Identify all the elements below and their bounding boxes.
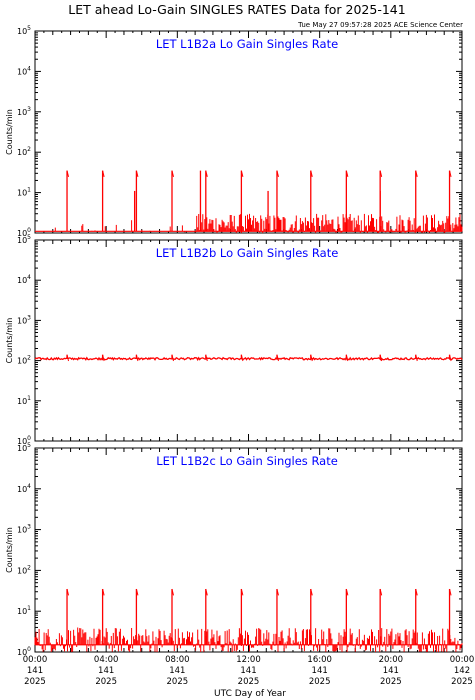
x-tick-label-doy: 141 bbox=[383, 666, 399, 676]
x-tick-label-year: 2025 bbox=[167, 677, 189, 687]
y-axis-label: Counts/min bbox=[5, 527, 14, 573]
series-trace bbox=[35, 170, 463, 233]
panel-title: LET L1B2b Lo Gain Singles Rate bbox=[156, 246, 339, 260]
series-spike-cap bbox=[240, 170, 244, 177]
series-spike-cap bbox=[276, 354, 279, 362]
y-tick-label: 102 bbox=[17, 564, 31, 575]
series-spike-cap bbox=[66, 354, 70, 362]
y-axis-label: Counts/min bbox=[5, 109, 14, 155]
series-spike-cap bbox=[171, 170, 174, 177]
panel-frame bbox=[34, 447, 463, 653]
series-spike-cap bbox=[102, 588, 105, 596]
series-spike-cap bbox=[240, 354, 244, 362]
y-tick-label: 105 bbox=[17, 442, 31, 453]
x-tick-label-time: 00:00 bbox=[23, 655, 48, 665]
y-tick-label: 104 bbox=[17, 483, 31, 494]
y-tick-label: 102 bbox=[17, 355, 31, 366]
timestamp: Tue May 27 09:57:28 2025 ACE Science Cen… bbox=[297, 21, 463, 29]
main-title: LET ahead Lo-Gain SINGLES RATES Data for… bbox=[68, 2, 405, 17]
y-tick-label: 104 bbox=[17, 65, 31, 76]
x-axis: 00:00141202504:00141202508:00141202512:0… bbox=[23, 655, 475, 687]
y-tick-label: 100 bbox=[17, 227, 31, 238]
x-tick-label-doy: 141 bbox=[27, 666, 43, 676]
series-spike-cap bbox=[205, 354, 208, 362]
series-spike-cap bbox=[345, 354, 349, 362]
y-tick-label: 105 bbox=[17, 25, 31, 36]
series-spike-cap bbox=[310, 588, 313, 596]
series-trace bbox=[34, 588, 463, 652]
series-spike-cap bbox=[171, 588, 174, 596]
x-axis-label: UTC Day of Year bbox=[214, 689, 286, 699]
y-axis-label: Counts/min bbox=[5, 318, 14, 364]
series-spike-cap bbox=[379, 588, 383, 596]
x-tick-label-time: 20:00 bbox=[379, 655, 404, 665]
series-spike-cap bbox=[379, 170, 383, 177]
panel-frame bbox=[34, 30, 463, 234]
series-spike-cap bbox=[135, 354, 139, 362]
x-tick-label-year: 2025 bbox=[380, 677, 402, 687]
y-tick-label: 104 bbox=[17, 274, 31, 285]
series-spike-cap bbox=[415, 170, 418, 177]
series-spike-cap bbox=[379, 354, 383, 362]
panel-1: 100 101 102 103 104 105 Counts/min LET L1B2a Lo… bbox=[5, 25, 463, 238]
y-tick-label: 101 bbox=[17, 395, 31, 406]
y-tick-label: 105 bbox=[17, 234, 31, 245]
x-tick-label-time: 12:00 bbox=[236, 655, 261, 665]
x-tick-label-year: 2025 bbox=[309, 677, 331, 687]
panel-title: LET L1B2c Lo Gain Singles Rate bbox=[156, 454, 338, 468]
x-tick-label-time: 08:00 bbox=[165, 655, 190, 665]
series-spike-cap bbox=[205, 588, 208, 596]
series-spike-cap bbox=[345, 588, 349, 596]
series-spike-cap bbox=[415, 354, 418, 362]
series-spike-cap bbox=[449, 588, 452, 596]
x-tick-label-doy: 141 bbox=[169, 666, 185, 676]
y-tick-label: 101 bbox=[17, 187, 31, 198]
panels: 100 101 102 103 104 105 Counts/min LET L1B2a Lo… bbox=[5, 25, 463, 657]
y-tick-label: 103 bbox=[17, 106, 31, 117]
series-spike-cap bbox=[449, 170, 452, 177]
panel-frame bbox=[34, 239, 463, 442]
y-tick-label: 101 bbox=[17, 605, 31, 616]
panel-title: LET L1B2a Lo Gain Singles Rate bbox=[156, 37, 338, 51]
y-tick-label: 103 bbox=[17, 314, 31, 325]
x-tick-label-doy: 141 bbox=[240, 666, 256, 676]
series-spike-cap bbox=[171, 354, 174, 362]
series-spike-cap bbox=[66, 170, 70, 177]
series-spike-cap bbox=[205, 170, 208, 177]
x-tick-label-time: 04:00 bbox=[94, 655, 119, 665]
series-spike-cap bbox=[102, 170, 105, 177]
series-trace bbox=[34, 354, 463, 362]
x-tick-label-doy: 142 bbox=[454, 666, 470, 676]
x-tick-label-year: 2025 bbox=[95, 677, 117, 687]
series-spike-cap bbox=[276, 170, 279, 177]
x-tick-label-doy: 141 bbox=[312, 666, 328, 676]
series-spike-cap bbox=[276, 588, 279, 596]
x-tick-label-time: 00:00 bbox=[450, 655, 475, 665]
x-tick-label-year: 2025 bbox=[24, 677, 46, 687]
panel-2: 100 101 102 103 104 105 Counts/min LET L1B2b Lo… bbox=[5, 234, 463, 446]
y-tick-label: 100 bbox=[17, 435, 31, 446]
panel-3: 100 101 102 103 104 105 Counts/min LET L1B2c Lo… bbox=[5, 442, 463, 657]
series-line bbox=[34, 356, 463, 362]
series-spike-cap bbox=[310, 170, 313, 177]
series-spike-cap bbox=[415, 588, 418, 596]
series-spike-cap bbox=[135, 588, 139, 596]
y-tick-label: 100 bbox=[17, 646, 31, 657]
x-tick-label-year: 2025 bbox=[238, 677, 260, 687]
y-tick-label: 102 bbox=[17, 146, 31, 157]
series-spike-cap bbox=[310, 354, 313, 362]
x-tick-label-doy: 141 bbox=[98, 666, 114, 676]
x-tick-label-time: 16:00 bbox=[307, 655, 332, 665]
series-spike-cap bbox=[240, 588, 244, 596]
series-spike-cap bbox=[102, 354, 105, 362]
series-spike-cap bbox=[66, 588, 70, 596]
series-spike-cap bbox=[345, 170, 349, 177]
x-tick-label-year: 2025 bbox=[451, 677, 473, 687]
series-spike-cap bbox=[449, 354, 452, 362]
series-spike-cap bbox=[135, 170, 139, 177]
y-tick-label: 103 bbox=[17, 524, 31, 535]
